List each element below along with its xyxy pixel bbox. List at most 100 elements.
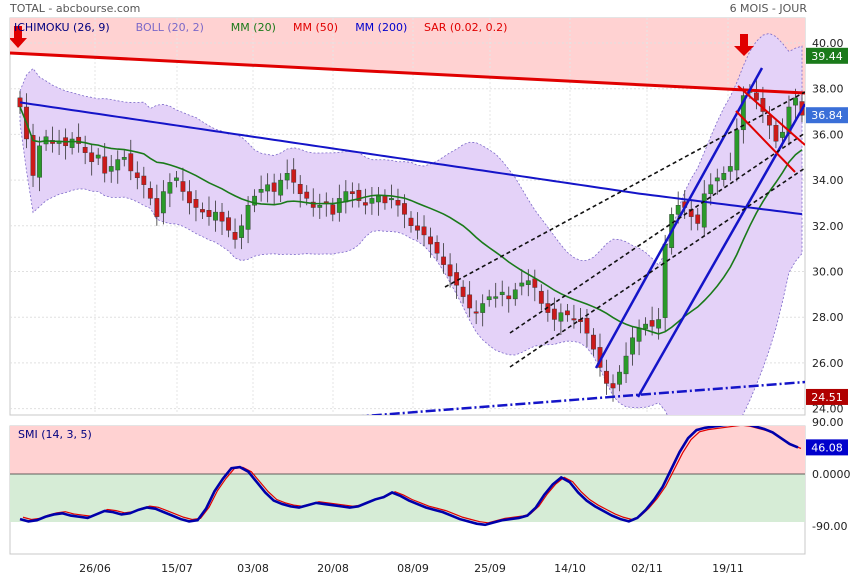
- candle-body: [193, 199, 199, 208]
- candle-body: [141, 175, 147, 185]
- candle-body: [421, 226, 427, 236]
- candle-body: [636, 328, 642, 342]
- candle-body: [213, 211, 218, 221]
- candle-body: [623, 355, 629, 375]
- candle-body: [147, 188, 153, 199]
- x-axis-label: 14/10: [554, 562, 586, 575]
- candle-body: [128, 153, 134, 172]
- candle-body: [278, 179, 284, 196]
- smi-line: [19, 426, 799, 527]
- x-axis-label: 03/08: [237, 562, 269, 575]
- candle-body: [232, 231, 238, 240]
- smi-neutral-zone: [10, 474, 805, 522]
- candle-body: [402, 203, 407, 215]
- short-channel-lower: [735, 110, 796, 173]
- candle-body: [239, 225, 244, 238]
- candle-body: [349, 191, 355, 195]
- price-tick-label: 28.00: [812, 311, 844, 324]
- candle-body: [591, 334, 596, 350]
- price-tick-label: 32.00: [812, 220, 844, 233]
- badge-low: [806, 388, 848, 405]
- price-tick-label: 34.00: [812, 174, 844, 187]
- candle-body: [499, 291, 505, 296]
- dotted-channel-line: [509, 132, 805, 334]
- candle-body: [780, 131, 785, 138]
- candle-body: [108, 166, 114, 172]
- price-tick-label: 40.00: [812, 37, 844, 50]
- candle-body: [551, 308, 557, 320]
- candle-body: [740, 95, 746, 131]
- badge-last: [806, 107, 848, 124]
- candle-body: [389, 198, 394, 201]
- candle-body: [708, 184, 714, 195]
- badge-high: [806, 47, 848, 64]
- candle-body: [89, 152, 95, 163]
- candle-body: [506, 295, 512, 300]
- candle-body: [512, 289, 518, 300]
- candle-body: [662, 243, 668, 318]
- chart-period: 6 MOIS - JOUR: [729, 2, 807, 15]
- x-axis-label: 25/09: [474, 562, 506, 575]
- legend-entry: MM (50): [293, 21, 338, 34]
- smi-tick-label: 90.00: [812, 416, 844, 429]
- resistance-line: [10, 51, 805, 95]
- x-axis-label: 08/09: [397, 562, 429, 575]
- candle-body: [180, 181, 186, 192]
- chart-source: TOTAL - abcbourse.com: [10, 2, 141, 15]
- candle-body: [134, 172, 140, 179]
- candle-body: [538, 290, 544, 304]
- x-axis-label: 26/06: [79, 562, 111, 575]
- candle-body: [519, 282, 525, 287]
- candle-body: [356, 189, 362, 201]
- candle-body: [604, 370, 609, 384]
- candle-body: [727, 166, 733, 172]
- candle-body: [721, 173, 727, 180]
- dotted-channel-line: [509, 167, 805, 368]
- candle-body: [734, 129, 740, 171]
- candle-body: [643, 323, 649, 329]
- candle-body: [258, 189, 264, 193]
- candle-body: [480, 303, 486, 313]
- candle-body: [565, 310, 570, 316]
- candle-body: [297, 184, 303, 195]
- candle-body: [271, 182, 277, 192]
- smi-last-label: 46.08: [811, 441, 843, 454]
- smi-last-badge: [806, 439, 848, 456]
- legend-entry: SAR (0.02, 0.2): [424, 21, 507, 34]
- candle-body: [336, 198, 342, 213]
- candle-body: [154, 198, 160, 217]
- smi-signal-line: [22, 426, 802, 524]
- price-tick-label: 36.00: [812, 128, 844, 141]
- candle-body: [584, 317, 590, 334]
- candle-body: [701, 193, 707, 228]
- candle-body: [695, 214, 701, 224]
- candle-body: [330, 204, 336, 215]
- badge-low-label: 24.51: [811, 391, 843, 404]
- smi-tick-label: -90.00: [812, 520, 847, 533]
- x-axis-label: 20/08: [317, 562, 349, 575]
- candle-body: [382, 195, 388, 204]
- candle-body: [219, 211, 225, 222]
- candle-body: [428, 236, 433, 245]
- legend-entry: MM (200): [355, 21, 407, 34]
- candle-body: [69, 138, 75, 148]
- candle-body: [167, 182, 173, 194]
- candle-body: [291, 169, 297, 183]
- candle-body: [226, 217, 231, 231]
- candle-body: [376, 195, 381, 203]
- legend-entry: BOLL (20, 2): [136, 21, 204, 34]
- candle-body: [558, 312, 564, 322]
- candle-body: [630, 337, 635, 355]
- sell-arrow-icon: [10, 26, 27, 48]
- dotted-channel-line: [444, 91, 805, 288]
- candle-body: [532, 278, 538, 288]
- candle-body: [206, 210, 212, 217]
- candle-body: [369, 198, 375, 204]
- short-channel-upper: [737, 85, 805, 146]
- candle-body: [82, 146, 88, 153]
- candle-body: [121, 157, 127, 160]
- candle-body: [245, 205, 251, 230]
- price-tick-label: 30.00: [812, 266, 844, 279]
- legend-entry: ICHIMOKU (26, 9): [14, 21, 110, 34]
